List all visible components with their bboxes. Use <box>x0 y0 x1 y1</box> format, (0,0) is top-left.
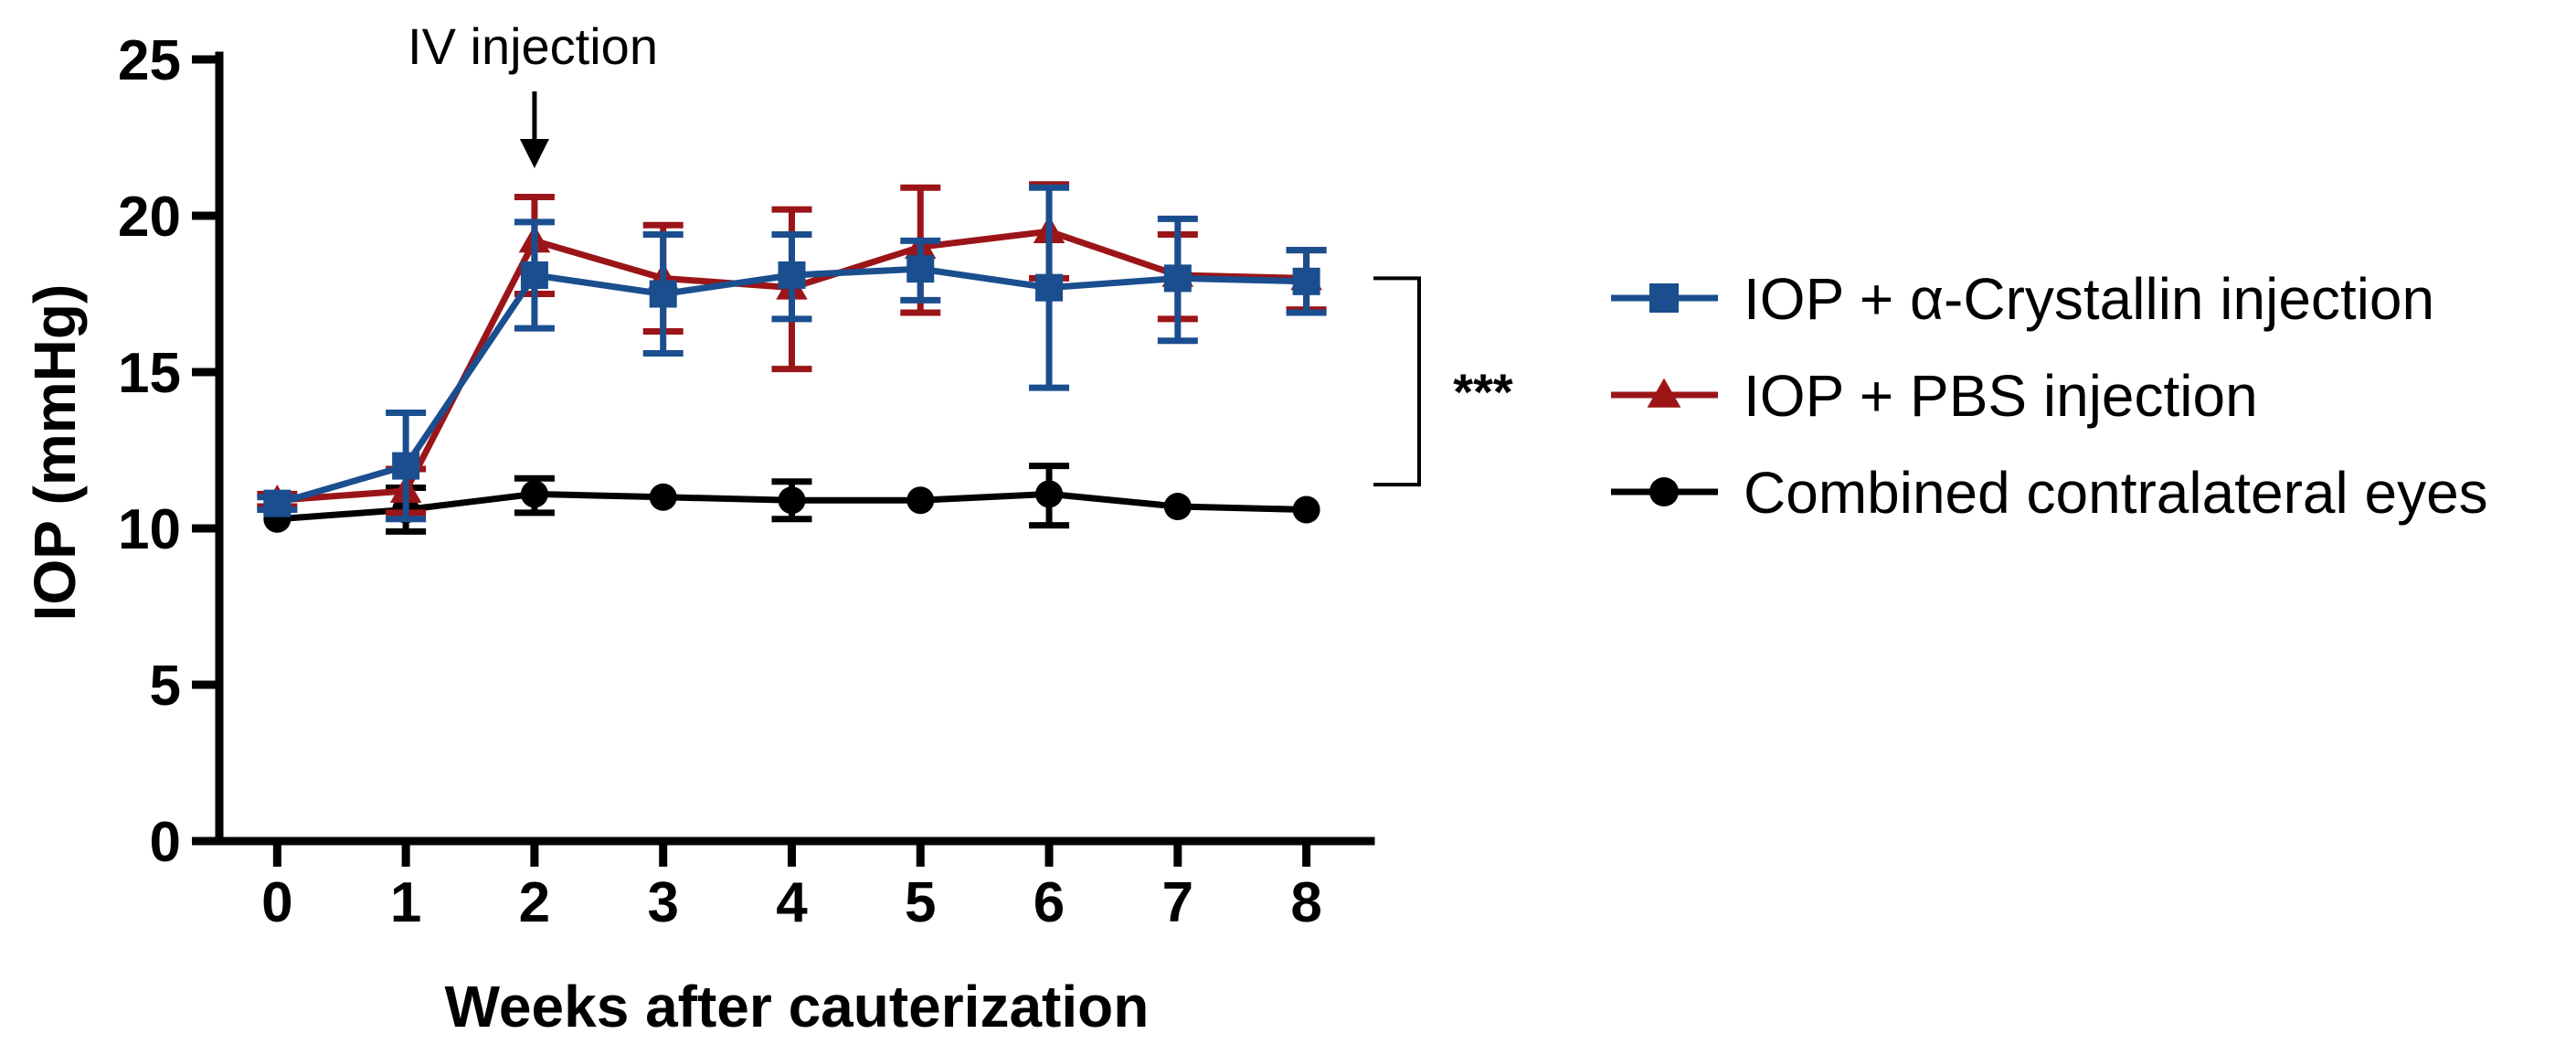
legend-swatch-marker <box>1649 477 1679 506</box>
x-tick-label: 8 <box>1290 871 1321 934</box>
significance-label: *** <box>1453 363 1513 421</box>
injection-arrow <box>519 91 549 168</box>
x-tick-label: 5 <box>905 871 936 934</box>
significance-bracket <box>1373 276 1421 487</box>
data-point <box>649 280 677 308</box>
data-point <box>649 483 677 511</box>
arrow-head <box>519 139 549 168</box>
bracket-line <box>1373 276 1421 487</box>
data-point <box>1163 264 1192 293</box>
legend-swatch-marker <box>1649 283 1679 313</box>
data-point <box>778 486 806 515</box>
data-point <box>1035 480 1064 508</box>
data-point <box>1292 496 1320 524</box>
y-tick-label: 5 <box>150 655 181 718</box>
legend-label: IOP + PBS injection <box>1744 363 2258 429</box>
legend-swatch-marker <box>1647 378 1681 408</box>
x-tick-label: 3 <box>647 871 678 934</box>
data-point <box>1163 493 1192 521</box>
y-tick-label: 20 <box>118 186 181 249</box>
data-point <box>906 486 935 515</box>
legend-label: IOP + α-Crystallin injection <box>1744 266 2434 332</box>
data-point <box>906 255 935 283</box>
x-tick-label: 7 <box>1162 871 1193 934</box>
x-tick-label: 0 <box>261 871 292 934</box>
data-point <box>263 489 292 517</box>
data-point <box>520 261 548 289</box>
x-tick-label: 1 <box>390 871 421 934</box>
data-point <box>392 452 420 480</box>
data-point <box>1292 267 1320 295</box>
legend: IOP + α-Crystallin injection IOP + PBS in… <box>1611 266 2488 526</box>
data-point <box>778 261 806 289</box>
axes: 0 5 10 15 20 25 0 1 2 3 4 5 6 7 8 <box>118 29 1375 934</box>
y-axis-title: IOP (mmHg) <box>22 284 88 622</box>
series-square <box>257 184 1327 523</box>
series-layer <box>257 181 1327 535</box>
legend-label: Combined contralateral eyes <box>1744 460 2488 526</box>
y-tick-label: 0 <box>150 811 181 874</box>
data-point <box>520 480 548 508</box>
x-tick-label: 4 <box>776 871 808 934</box>
injection-annotation: IV injection <box>408 17 658 75</box>
y-tick-label: 25 <box>118 29 181 92</box>
series-circle <box>263 463 1320 535</box>
x-axis-title: Weeks after cauterization <box>445 974 1150 1039</box>
y-tick-label: 15 <box>118 342 181 405</box>
data-point <box>1035 273 1064 302</box>
x-tick-label: 6 <box>1034 871 1065 934</box>
y-tick-label: 10 <box>118 498 181 561</box>
x-tick-label: 2 <box>519 871 550 934</box>
